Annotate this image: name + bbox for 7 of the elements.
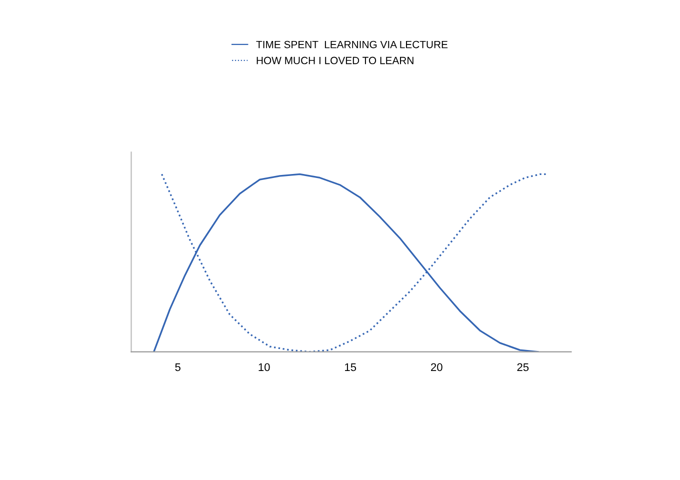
x-tick-label: 25 <box>517 363 529 372</box>
legend-label: HOW MUCH I LOVED TO LEARN <box>256 56 414 64</box>
legend-label: TIME SPENT LEARNING VIA LECTURE <box>256 40 448 48</box>
x-tick-label: 20 <box>431 363 442 372</box>
x-tick-label: 5 <box>175 363 180 372</box>
x-tick-label: 15 <box>345 363 356 372</box>
x-tick-label: 10 <box>258 363 270 372</box>
